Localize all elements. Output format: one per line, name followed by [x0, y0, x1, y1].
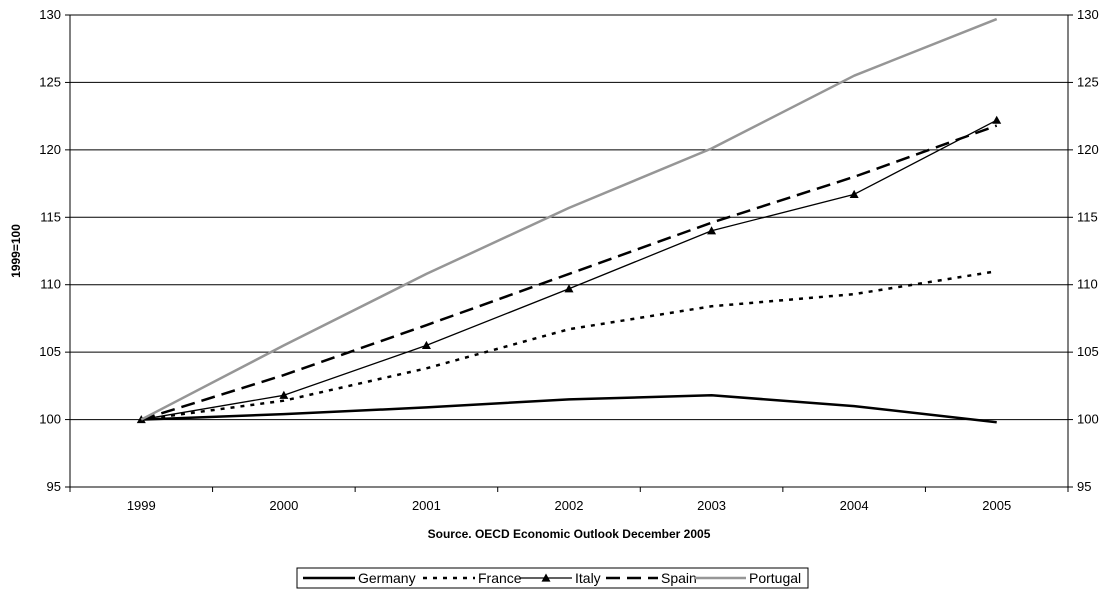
y-tick-label: 95	[47, 479, 61, 494]
x-axis: 1999 2000 2001 2002 2003 2004 2005	[69, 487, 1069, 513]
y-tick-label-right: 130	[1077, 7, 1099, 22]
y-tick-label-right: 125	[1077, 74, 1099, 89]
x-tick-label: 2000	[269, 498, 298, 513]
legend-label-france: France	[478, 570, 522, 586]
y-tick-label-right: 100	[1077, 412, 1099, 427]
x-tick-label: 2005	[982, 498, 1011, 513]
y-axis-title: 1999=100	[9, 224, 23, 278]
y-tick-label: 105	[39, 344, 61, 359]
legend-label-spain: Spain	[661, 570, 697, 586]
legend-label-germany: Germany	[358, 570, 416, 586]
x-tick-label: 2002	[555, 498, 584, 513]
data-point-italy	[279, 390, 289, 399]
y-tick-label: 100	[39, 412, 61, 427]
legend-label-portugal: Portugal	[749, 570, 801, 586]
data-point-italy	[849, 189, 859, 198]
y-tick-label-right: 95	[1077, 479, 1091, 494]
data-point-italy	[421, 340, 431, 349]
data-point-italy	[707, 226, 717, 235]
y-tick-label: 120	[39, 142, 61, 157]
y-tick-label: 130	[39, 7, 61, 22]
x-tick-label: 2003	[697, 498, 726, 513]
legend-marker-italy	[541, 573, 551, 582]
series-line-italy	[141, 119, 998, 421]
series-lines	[136, 17, 1002, 424]
series-line-spain	[140, 124, 998, 421]
series-line-germany	[141, 394, 997, 424]
series-line-france	[141, 269, 997, 421]
gridlines	[69, 14, 1069, 488]
x-tick-label: 1999	[127, 498, 156, 513]
y-axis-left: 95 100 105 110 115 120 125 130	[39, 7, 70, 494]
y-tick-label: 125	[39, 74, 61, 89]
y-tick-label-right: 105	[1077, 344, 1099, 359]
y-tick-label: 110	[40, 277, 61, 292]
legend-label-italy: Italy	[575, 570, 601, 586]
y-axis-right: 95 100 105 110 115 120 125 130	[1068, 7, 1099, 494]
data-point-italy	[564, 284, 574, 293]
y-tick-label-right: 115	[1077, 209, 1098, 224]
legend: Germany France Italy Spain Portugal	[296, 567, 809, 589]
y-tick-label-right: 110	[1077, 277, 1098, 292]
x-tick-label: 2001	[412, 498, 441, 513]
x-axis-title: Source. OECD Economic Outlook December 2…	[428, 527, 711, 541]
data-point-italy	[992, 115, 1002, 124]
y-tick-label-right: 120	[1077, 142, 1099, 157]
y-tick-label: 115	[40, 209, 61, 224]
series-line-portugal	[140, 17, 998, 421]
x-tick-label: 2004	[840, 498, 869, 513]
